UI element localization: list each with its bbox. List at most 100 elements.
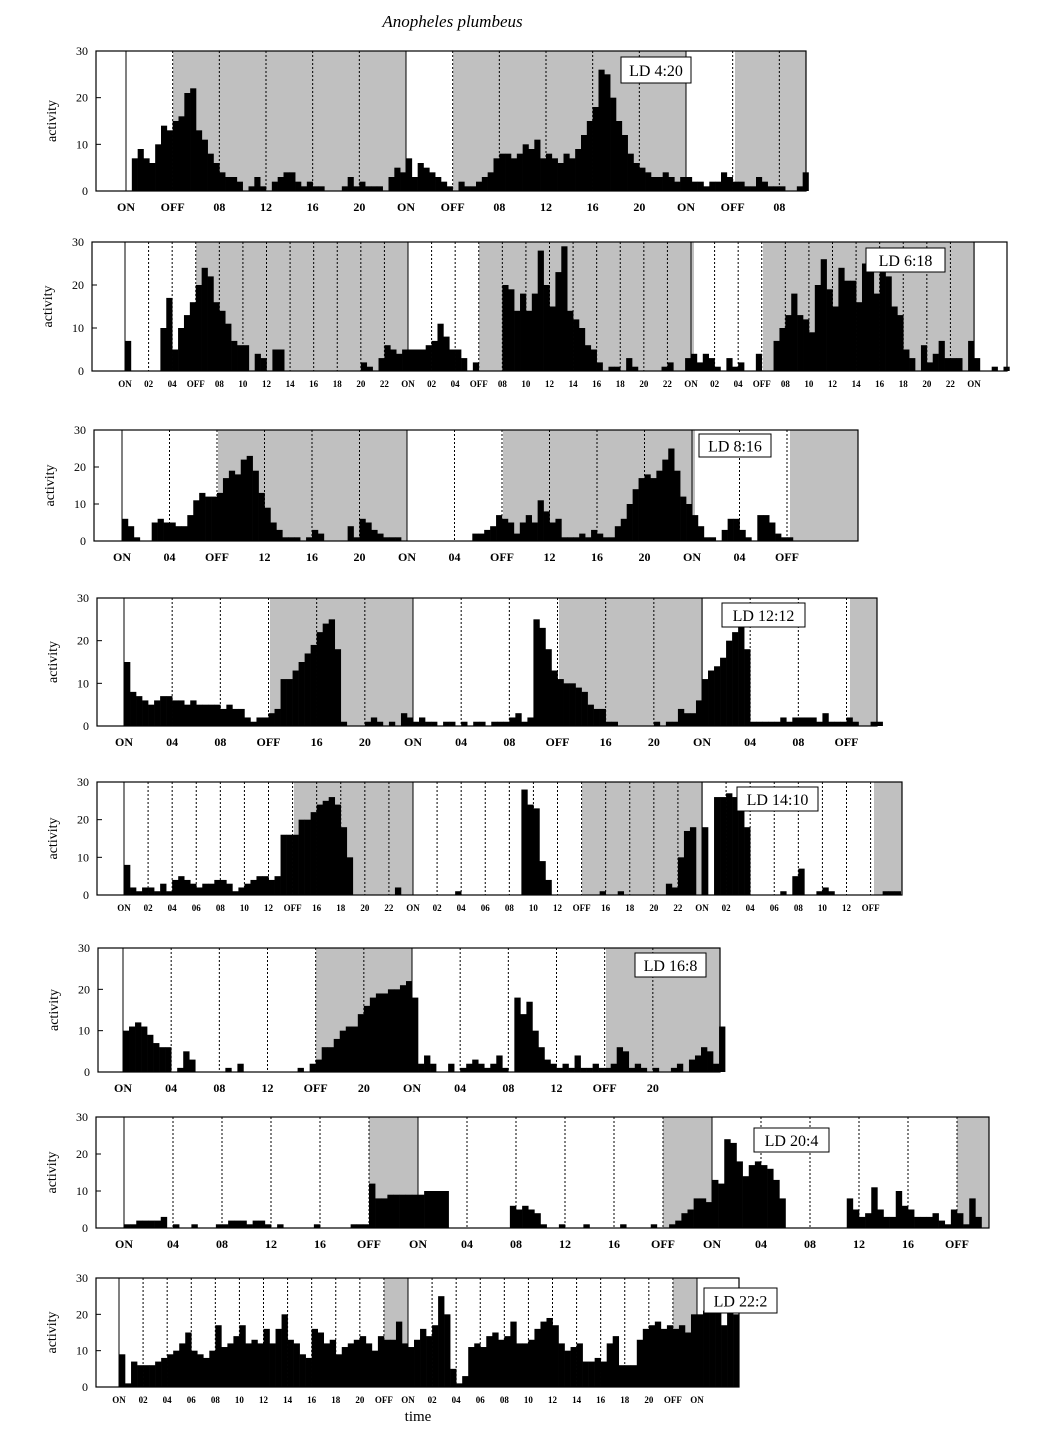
activity-bar xyxy=(322,623,330,726)
activity-bar xyxy=(612,1336,620,1387)
activity-bar xyxy=(340,827,348,895)
x-tick-label: ON xyxy=(693,735,711,749)
activity-bar xyxy=(525,515,532,541)
x-tick-label: 02 xyxy=(722,903,732,913)
activity-bar xyxy=(353,537,360,541)
activity-bar xyxy=(388,721,396,726)
activity-bar xyxy=(125,1383,132,1387)
activity-bar xyxy=(592,107,599,191)
activity-bar xyxy=(347,1343,355,1387)
activity-bar xyxy=(569,683,576,726)
activity-bar xyxy=(522,1205,529,1228)
activity-bar xyxy=(476,181,483,191)
activity-bar xyxy=(221,1347,228,1387)
activity-bar xyxy=(322,800,330,895)
activity-bar xyxy=(189,302,197,371)
x-tick-label: 16 xyxy=(309,379,319,389)
activity-bar xyxy=(709,181,716,191)
activity-bar xyxy=(661,366,668,371)
activity-bar xyxy=(775,533,782,541)
activity-bar xyxy=(334,649,342,726)
activity-bar xyxy=(205,496,212,541)
activity-bar xyxy=(161,125,168,191)
activity-bar xyxy=(461,358,468,371)
activity-bar xyxy=(234,474,242,541)
activity-bar xyxy=(311,1328,318,1387)
activity-bar xyxy=(203,1357,210,1387)
activity-bar xyxy=(390,349,397,371)
x-tick-label: 04 xyxy=(452,1395,462,1405)
activity-bar xyxy=(699,1198,707,1228)
activity-bar xyxy=(364,721,372,726)
x-tick-label: 12 xyxy=(260,200,272,214)
plot-frame xyxy=(97,947,721,1073)
x-tick-label: 16 xyxy=(591,550,603,564)
activity-panel-7: 0 10 20 30 activity ON 04 08 12 16 OFF ON 04 08 12 16 OF… xyxy=(45,1110,990,1251)
activity-bar xyxy=(317,1332,325,1387)
activity-bar xyxy=(650,1224,658,1228)
activity-bar xyxy=(707,1051,714,1072)
activity-bar xyxy=(920,345,928,371)
activity-bar xyxy=(286,679,293,726)
activity-bar xyxy=(686,504,693,541)
activity-bar xyxy=(215,1224,223,1228)
x-tick-label: 10 xyxy=(238,379,248,389)
x-tick-label: 08 xyxy=(211,1395,221,1405)
x-tick-label: 22 xyxy=(384,903,394,913)
plot-frame xyxy=(95,1277,740,1388)
activity-bar xyxy=(137,149,144,191)
y-tick-label: 30 xyxy=(76,1271,88,1285)
activity-bar xyxy=(691,353,698,371)
x-tick-label: 12 xyxy=(548,1395,558,1405)
activity-bar xyxy=(780,891,787,895)
activity-bar xyxy=(357,1014,365,1072)
activity-bar xyxy=(838,267,845,371)
activity-bar xyxy=(963,1224,970,1228)
activity-bar xyxy=(312,186,319,191)
activity-bar xyxy=(339,1030,347,1072)
activity-bar xyxy=(683,830,691,895)
activity-bar xyxy=(538,1047,545,1072)
activity-bar xyxy=(651,177,658,191)
activity-bar xyxy=(178,116,185,191)
plot-frame xyxy=(93,429,859,542)
activity-bar xyxy=(774,721,781,726)
activity-bar xyxy=(480,1347,487,1387)
x-tick-label: OFF xyxy=(721,200,745,214)
activity-bar xyxy=(738,362,745,371)
activity-bar xyxy=(262,717,269,726)
activity-bar xyxy=(333,1038,341,1072)
activity-bar xyxy=(377,1336,385,1387)
activity-bar xyxy=(153,1043,160,1072)
activity-bar xyxy=(773,1179,780,1228)
activity-bar xyxy=(208,883,215,895)
activity-bar xyxy=(714,666,721,726)
activity-bar xyxy=(381,1198,388,1228)
activity-bar xyxy=(846,717,853,726)
x-tick-label: 20 xyxy=(353,200,365,214)
activity-bar xyxy=(283,172,290,191)
x-tick-label: 04 xyxy=(168,379,178,389)
activity-bar xyxy=(490,1063,497,1072)
x-tick-label: 16 xyxy=(311,735,323,749)
activity-bar xyxy=(131,1361,138,1387)
x-tick-label: 04 xyxy=(164,550,176,564)
activity-bar xyxy=(411,177,418,191)
activity-bar xyxy=(656,470,663,541)
activity-bar xyxy=(616,121,623,191)
activity-bar xyxy=(744,186,751,191)
activity-bar xyxy=(865,1213,872,1228)
y-tick-label: 30 xyxy=(76,1110,88,1124)
activity-bar xyxy=(650,478,657,541)
x-tick-label: 22 xyxy=(673,903,683,913)
activity-bar xyxy=(232,708,239,726)
x-tick-label: 20 xyxy=(639,550,651,564)
x-tick-label: 20 xyxy=(639,379,649,389)
activity-bar xyxy=(395,1321,403,1387)
x-tick-label: 10 xyxy=(235,1395,245,1405)
activity-bar xyxy=(672,1328,680,1387)
x-tick-label: 16 xyxy=(307,200,319,214)
activity-bar xyxy=(435,177,442,191)
activity-bar xyxy=(756,721,763,726)
activity-bar xyxy=(594,1357,601,1387)
